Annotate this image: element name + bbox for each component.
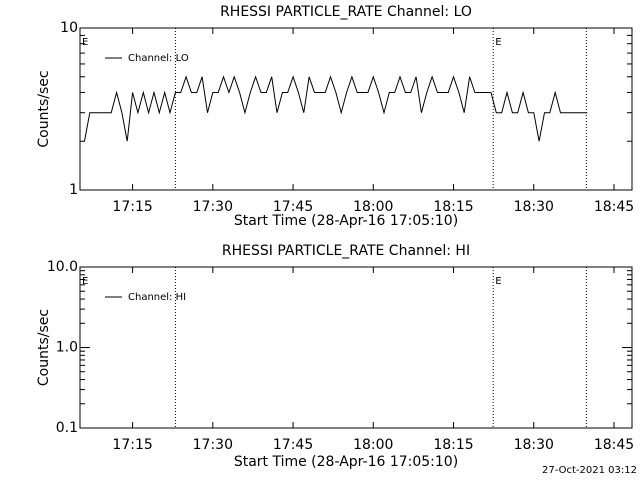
event-label: E — [82, 37, 88, 48]
y-tick-label: 10 — [60, 20, 78, 36]
x-tick-label: 17:15 — [112, 437, 152, 453]
x-tick-label: 18:15 — [433, 199, 473, 215]
x-tick-label: 18:30 — [514, 199, 554, 215]
x-tick-label: 17:30 — [193, 437, 233, 453]
event-label: E — [495, 37, 501, 48]
x-tick-label: 18:45 — [594, 437, 634, 453]
x-axis-label: Start Time (28-Apr-16 17:05:10) — [234, 213, 458, 229]
y-axis-label: Counts/sec — [36, 309, 52, 386]
x-tick-label: 18:30 — [514, 437, 554, 453]
x-tick-label: 17:30 — [193, 199, 233, 215]
plot-frame — [79, 27, 633, 191]
data-line — [84, 75, 588, 142]
y-tick-label: 1.0 — [56, 340, 78, 356]
x-tick-label: 17:45 — [273, 437, 313, 453]
x-tick-label: 18:45 — [594, 199, 634, 215]
chart-title: RHESSI PARTICLE_RATE Channel: LO — [220, 4, 472, 20]
x-tick-label: 17:15 — [112, 199, 152, 215]
y-tick-label: 0.1 — [56, 420, 78, 436]
footer: 27-Oct-2021 03:12 — [542, 465, 637, 476]
y-tick-label: 1 — [69, 182, 78, 198]
y-axis-label: Counts/sec — [36, 70, 52, 147]
chart-title: RHESSI PARTICLE_RATE Channel: HI — [222, 243, 470, 259]
legend-label: Channel: HI — [128, 292, 186, 303]
y-tick-label: 10.0 — [47, 259, 78, 275]
x-tick-label: 18:15 — [433, 437, 473, 453]
event-label: E — [82, 276, 88, 287]
x-tick-label: 17:45 — [273, 199, 313, 215]
legend-label: Channel: LO — [128, 53, 189, 64]
x-axis-label: Start Time (28-Apr-16 17:05:10) — [234, 454, 458, 470]
x-tick-label: 18:00 — [353, 437, 393, 453]
x-tick-label: 18:00 — [353, 199, 393, 215]
event-label: E — [495, 276, 501, 287]
